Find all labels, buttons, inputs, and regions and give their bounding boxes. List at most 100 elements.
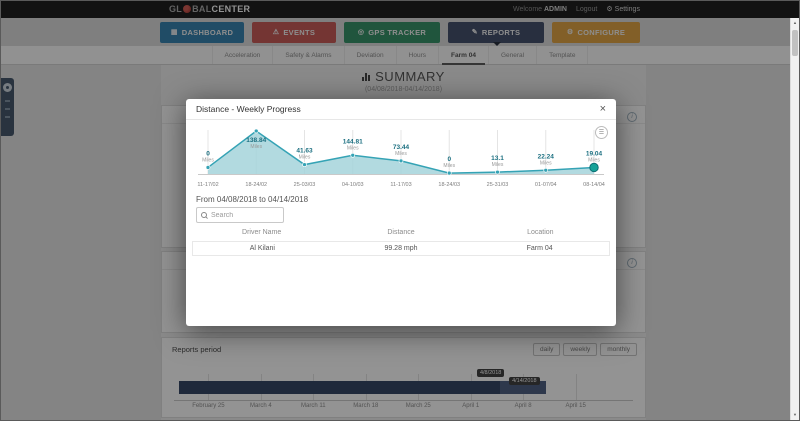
nav-button-label: GPS TRACKER xyxy=(368,27,427,37)
dashboard-icon: ▦ xyxy=(170,29,178,36)
weekly-range-button[interactable]: weekly xyxy=(563,343,598,356)
x-tick-label: March 11 xyxy=(301,403,326,409)
topbar-right-group: Welcome ADMIN Logout ⚙ Settings xyxy=(513,5,640,14)
data-point xyxy=(205,165,211,170)
data-label-unit: Miles xyxy=(588,157,600,163)
data-label-value: 144.81 xyxy=(343,138,363,145)
x-axis-labels: 11-17/02 18-24/02 25-03/03 04-10/03 11-17/03… xyxy=(192,182,610,192)
table-row[interactable]: Al Kilani 99.28 mph Farm 04 xyxy=(192,241,610,256)
scroll-up-icon[interactable]: ▲ xyxy=(793,20,797,25)
date-range-label: From 04/08/2018 to 04/14/2018 xyxy=(196,195,309,204)
data-label-unit: Miles xyxy=(299,155,311,161)
logout-link[interactable]: Logout xyxy=(575,5,598,13)
drawer-dash xyxy=(5,116,10,118)
gridline xyxy=(575,374,577,400)
nav-button-label: CONFIGURE xyxy=(577,27,626,37)
data-point xyxy=(398,158,404,164)
data-label-value: 73.44 xyxy=(393,144,410,151)
modal-title: Distance - Weekly Progress xyxy=(196,104,301,114)
table-cell: Al Kilani xyxy=(249,245,275,252)
x-tick-label: April 8 xyxy=(514,403,532,409)
x-tick-label: February 25 xyxy=(192,403,225,409)
table-body: Al Kilani 99.28 mph Farm 04 xyxy=(192,241,610,256)
data-label-value: 138.84 xyxy=(246,137,266,144)
info-icon[interactable]: i xyxy=(627,258,637,268)
data-label-unit: Miles xyxy=(492,162,504,168)
period-navigator-chart[interactable]: February 25 March 4 March 11 March 18 March … xyxy=(174,369,633,410)
data-point xyxy=(253,128,259,134)
data-label-unit: Miles xyxy=(395,151,407,157)
tab-safety-alarms[interactable]: Safety & Alarms xyxy=(272,46,343,64)
events-icon: ⚠ xyxy=(272,29,280,36)
drivers-table: Driver Name Distance Location Al Kilani 99.… xyxy=(192,225,610,256)
logo-part-1: GL xyxy=(169,4,183,14)
settings-link[interactable]: ⚙ Settings xyxy=(606,5,640,14)
data-label-unit: Miles xyxy=(347,145,359,151)
monthly-range-button[interactable]: monthly xyxy=(600,343,637,356)
chart-icon xyxy=(362,72,371,81)
tab-general[interactable]: General xyxy=(487,46,536,64)
data-label-value: 19.04 xyxy=(586,150,603,157)
search-input[interactable] xyxy=(211,211,279,219)
x-tick-label: March 4 xyxy=(250,403,272,409)
x-tick-label: April 15 xyxy=(565,403,586,409)
nav-button-gps-tracker[interactable]: ◎ GPS TRACKER xyxy=(344,21,440,43)
column-header-driver-name: Driver Name xyxy=(242,229,282,236)
column-header-location: Location xyxy=(527,229,554,236)
data-point xyxy=(495,169,500,175)
tab-hours[interactable]: Hours xyxy=(395,46,438,64)
nav-button-label: DASHBOARD xyxy=(181,27,234,37)
x-tick-label: March 18 xyxy=(353,403,379,409)
welcome-prefix: Welcome xyxy=(513,5,543,13)
x-tick-label: 25-03/03 xyxy=(293,182,316,188)
search-box xyxy=(196,207,284,223)
x-tick-label: 11-17/02 xyxy=(197,182,219,188)
tab-farm-04[interactable]: Farm 04 xyxy=(438,46,488,65)
period-bar[interactable] xyxy=(178,381,542,394)
reports-period-title: Reports period xyxy=(172,345,222,354)
column-header-distance: Distance xyxy=(387,229,415,236)
globe-icon xyxy=(183,5,192,13)
daily-range-button[interactable]: daily xyxy=(532,343,561,356)
app-logo[interactable]: GL BAL CENTER xyxy=(169,4,250,14)
weekly-progress-modal: Distance - Weekly Progress × ☰ 0 Miles 138… xyxy=(186,99,616,326)
x-tick-label: 11-17/03 xyxy=(390,182,412,188)
info-icon[interactable]: i xyxy=(627,112,637,122)
welcome-text: Welcome ADMIN xyxy=(513,6,567,13)
main-nav: ▦ DASHBOARD ⚠ EVENTS ◎ GPS TRACKER ✎ REPORTS ⚙ CO… xyxy=(1,18,799,46)
weekly-area-chart: 0 Miles 138.84 Miles 41.63 Miles 144.81 Miles 73… xyxy=(192,127,610,193)
tab-deviation[interactable]: Deviation xyxy=(343,46,396,64)
tab-template[interactable]: Template xyxy=(536,46,589,64)
logo-part-2: BAL xyxy=(192,4,212,14)
drawer-dash xyxy=(5,100,10,102)
x-tick-label: 18-24/02 xyxy=(245,182,268,188)
data-label-unit: Miles xyxy=(540,160,552,166)
range-buttons: daily weekly monthly xyxy=(532,343,637,356)
vertical-scrollbar[interactable]: ▲ ▼ xyxy=(790,18,799,420)
summary-title-text: SUMMARY xyxy=(375,69,445,84)
nav-button-events[interactable]: ⚠ EVENTS xyxy=(252,21,336,43)
x-axis-line xyxy=(174,400,633,401)
scroll-down-icon[interactable]: ▼ xyxy=(793,412,797,417)
nav-button-label: EVENTS xyxy=(283,27,316,37)
drawer-dash xyxy=(5,108,10,110)
tab-acceleration[interactable]: Acceleration xyxy=(211,46,273,64)
modal-header: Distance - Weekly Progress × xyxy=(186,99,616,120)
data-label-value: 22.24 xyxy=(538,153,555,160)
data-label-unit: Miles xyxy=(202,157,214,163)
data-point xyxy=(446,170,452,176)
nav-button-reports[interactable]: ✎ REPORTS xyxy=(448,21,544,43)
configure-icon: ⚙ xyxy=(566,29,574,36)
chart-context-menu-icon[interactable]: ☰ xyxy=(595,126,608,139)
close-icon[interactable]: × xyxy=(599,103,606,115)
nav-button-configure[interactable]: ⚙ CONFIGURE xyxy=(552,21,640,43)
side-drawer-handle[interactable] xyxy=(1,78,14,136)
nav-button-dashboard[interactable]: ▦ DASHBOARD xyxy=(160,21,244,43)
data-label-value: 13.1 xyxy=(491,155,504,162)
logo-part-3: CENTER xyxy=(211,4,251,14)
scrollbar-thumb[interactable] xyxy=(792,30,798,56)
data-label-unit: Miles xyxy=(250,144,262,150)
x-tick-label: April 1 xyxy=(462,403,480,409)
settings-label: Settings xyxy=(614,5,640,13)
